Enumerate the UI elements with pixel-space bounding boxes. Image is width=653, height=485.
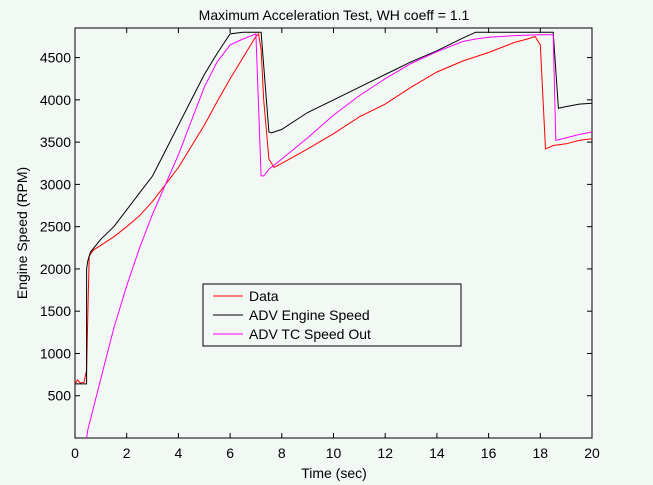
y-tick-label: 4500 — [40, 50, 71, 66]
series-line-adv-engine-speed — [75, 31, 593, 385]
x-tick-label: 4 — [175, 445, 183, 461]
y-tick-label: 4000 — [40, 92, 71, 108]
legend-label-data: Data — [249, 288, 279, 304]
series-line-data — [74, 32, 593, 385]
y-tick-label: 3000 — [40, 176, 71, 192]
plot-area — [74, 27, 593, 439]
legend: Data ADV Engine Speed ADV TC Speed Out — [202, 283, 462, 347]
legend-label-adv-tc-speed-out: ADV TC Speed Out — [249, 326, 371, 342]
x-tick-label: 0 — [71, 445, 79, 461]
legend-label-adv-engine-speed: ADV Engine Speed — [249, 307, 370, 323]
x-ticks: 0 2 4 6 8 10 12 14 16 18 20 — [71, 28, 600, 461]
y-tick-label: 1000 — [40, 345, 71, 361]
x-tick-label: 6 — [226, 445, 234, 461]
x-axis-title: Time (sec) — [301, 465, 367, 481]
y-tick-label: 1500 — [40, 303, 71, 319]
x-tick-label: 20 — [584, 445, 600, 461]
x-tick-label: 12 — [377, 445, 393, 461]
x-tick-label: 16 — [481, 445, 497, 461]
x-tick-label: 2 — [123, 445, 131, 461]
series-lines — [74, 31, 593, 439]
y-axis-title: Engine Speed (RPM) — [14, 167, 30, 299]
legend-box — [202, 283, 462, 347]
chart-title: Maximum Acceleration Test, WH coeff = 1.… — [199, 7, 470, 23]
series-line-adv-tc-speed-out — [86, 33, 593, 439]
x-tick-label: 14 — [429, 445, 445, 461]
x-tick-label: 8 — [278, 445, 286, 461]
y-tick-label: 500 — [48, 388, 72, 404]
x-tick-label: 10 — [326, 445, 342, 461]
y-tick-label: 3500 — [40, 134, 71, 150]
x-tick-label: 18 — [533, 445, 549, 461]
y-tick-label: 2000 — [40, 261, 71, 277]
y-tick-label: 2500 — [40, 219, 71, 235]
y-ticks: 500 1000 1500 2000 2500 3000 3500 4000 4500 — [40, 50, 592, 404]
